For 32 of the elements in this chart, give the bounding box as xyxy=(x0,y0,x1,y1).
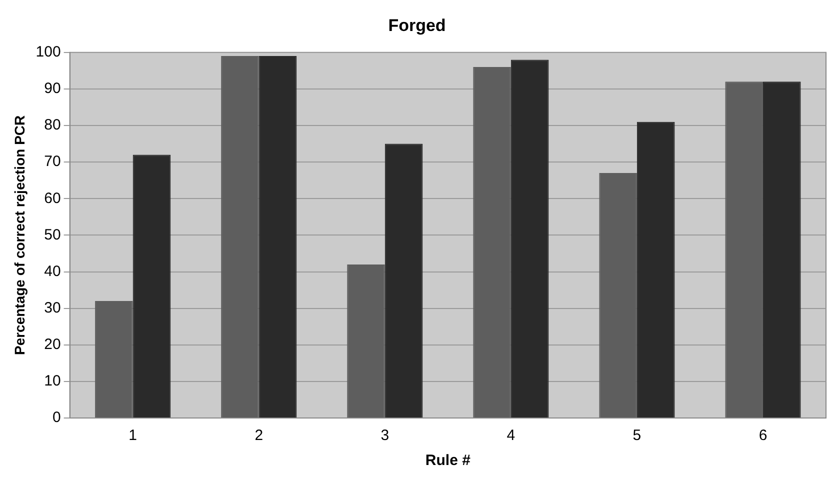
bar xyxy=(636,122,675,418)
y-tick-label: 70 xyxy=(44,153,61,170)
x-tick-label: 6 xyxy=(758,427,768,444)
y-tick-label: 30 xyxy=(44,299,61,316)
y-tick-label: 60 xyxy=(44,190,61,207)
y-tick-label: 80 xyxy=(44,116,61,134)
y-tick-label: 100 xyxy=(36,44,61,61)
bar xyxy=(473,67,511,418)
chart-title: Forged xyxy=(388,16,446,35)
bar xyxy=(384,144,423,418)
bar xyxy=(762,82,801,418)
x-tick-label: 5 xyxy=(632,427,642,444)
bar xyxy=(95,301,133,418)
bar xyxy=(132,154,171,418)
y-axis-title: Percentage of correct rejection PCR xyxy=(11,115,28,356)
x-axis-title: Rule # xyxy=(425,452,472,470)
bar xyxy=(347,264,385,418)
y-tick-label: 20 xyxy=(44,336,61,354)
x-tick-label: 1 xyxy=(128,427,138,444)
y-tick-label: 10 xyxy=(44,372,61,390)
bar xyxy=(221,56,259,418)
x-tick-label: 2 xyxy=(254,427,264,444)
bar xyxy=(725,82,763,418)
y-tick-label: 90 xyxy=(44,80,61,98)
y-tick-label: 0 xyxy=(52,409,61,426)
y-tick-label: 50 xyxy=(44,226,61,244)
bar xyxy=(258,56,297,418)
x-tick-label: 3 xyxy=(380,427,390,444)
y-tick-label: 40 xyxy=(44,262,61,280)
bar xyxy=(599,173,637,418)
bar xyxy=(510,60,549,418)
x-tick-label: 4 xyxy=(506,427,516,444)
